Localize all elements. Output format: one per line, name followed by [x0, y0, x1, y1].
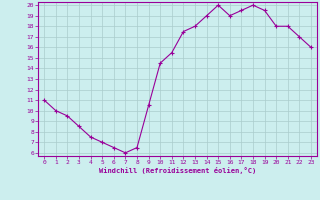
X-axis label: Windchill (Refroidissement éolien,°C): Windchill (Refroidissement éolien,°C)	[99, 167, 256, 174]
